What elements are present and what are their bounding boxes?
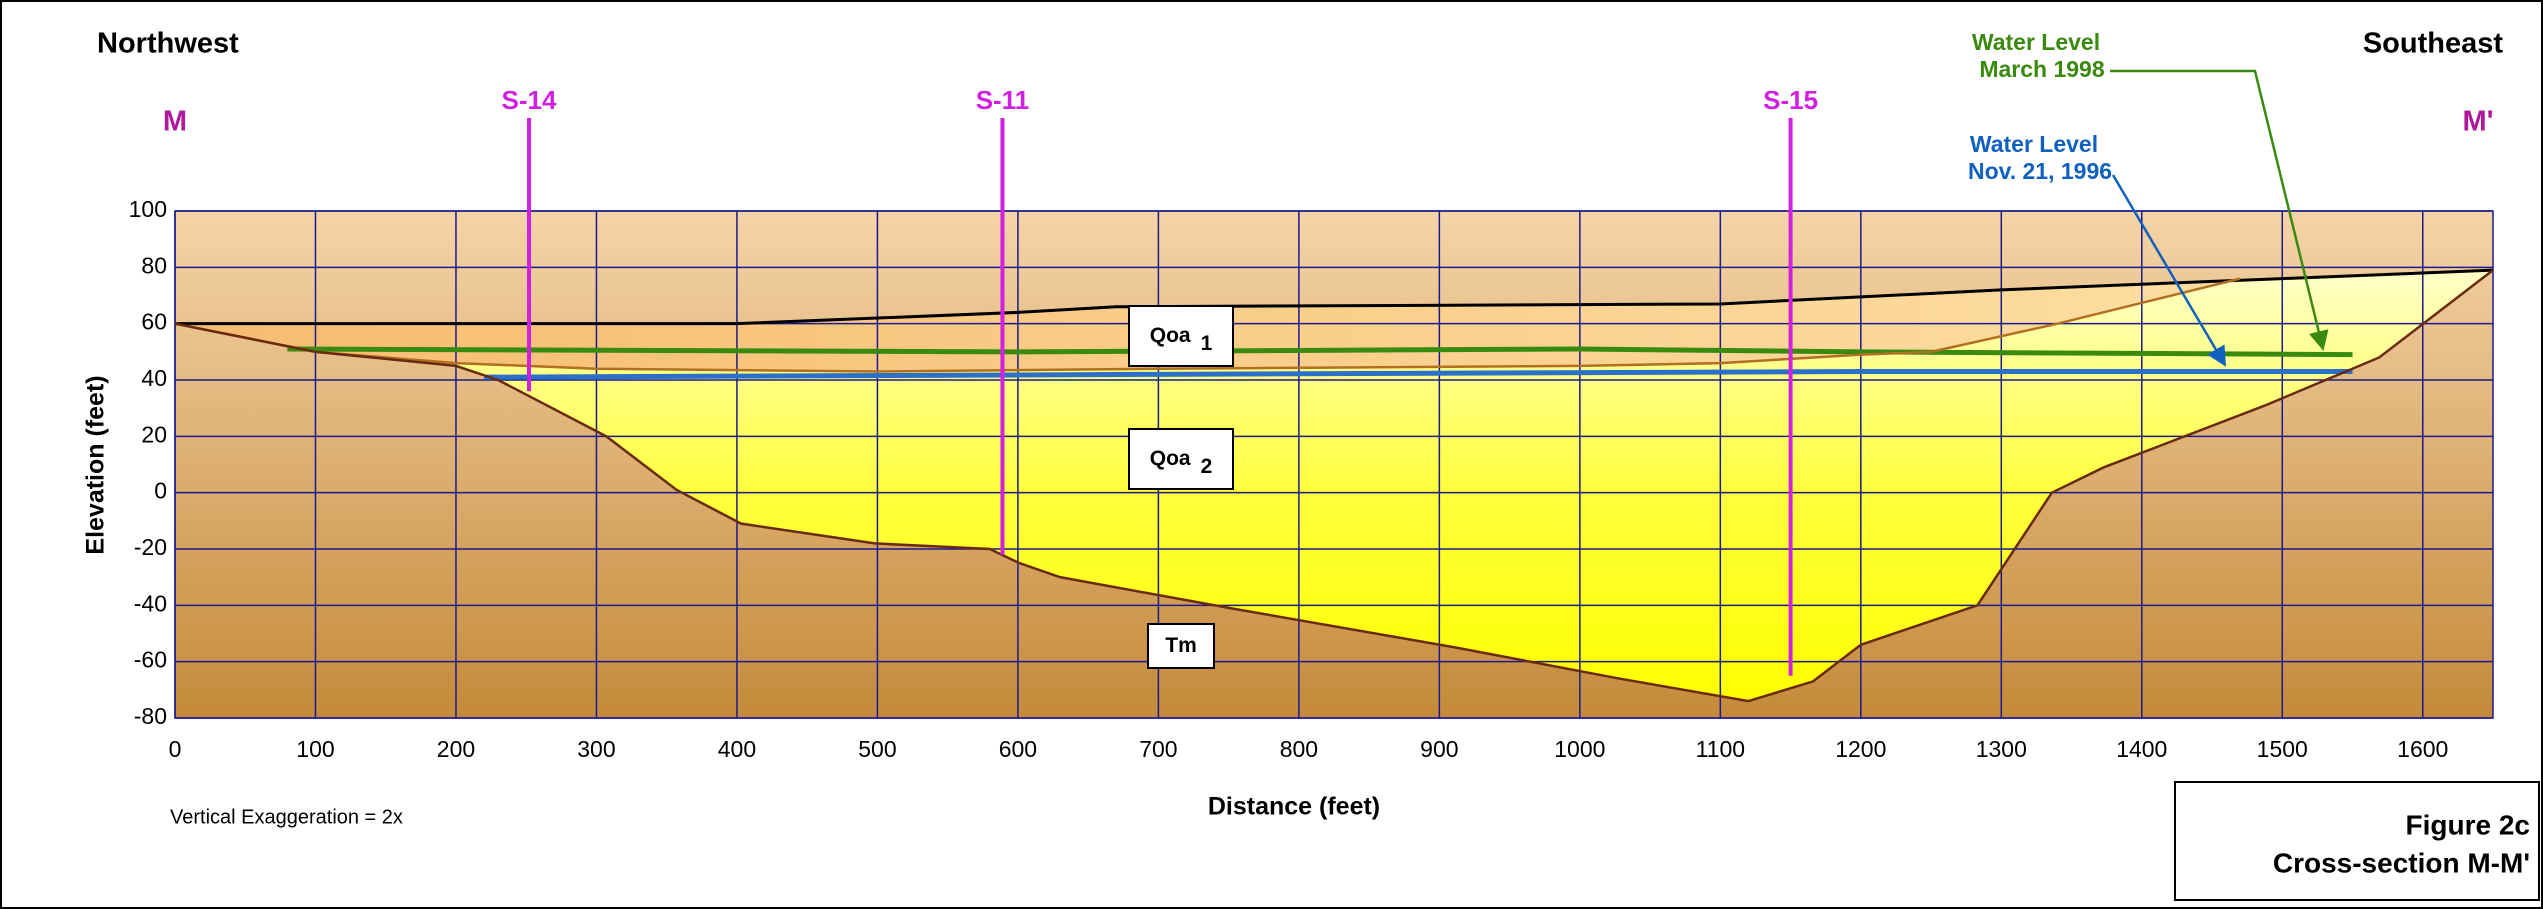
x-tick-label: 800 xyxy=(1280,736,1318,762)
surface-line xyxy=(174,277,2241,373)
x-axis-label: Distance (feet) xyxy=(1208,793,1380,821)
x-tick-label: 1100 xyxy=(1696,736,1745,762)
y-tick-label: -20 xyxy=(134,534,167,560)
unit-box xyxy=(1128,428,1234,490)
y-tick-label: 100 xyxy=(129,196,167,222)
x-tick-label: 600 xyxy=(999,736,1037,762)
unit-name: Qoa xyxy=(1150,447,1191,470)
x-tick-label: 1400 xyxy=(2116,736,2167,762)
y-tick-label: 40 xyxy=(141,365,167,391)
x-tick-label: 900 xyxy=(1420,736,1458,762)
x-tick-label: 1300 xyxy=(1976,736,2027,762)
unit-name: Qoa xyxy=(1150,324,1191,347)
section-end: M' xyxy=(2462,106,2493,138)
x-tick-label: 1500 xyxy=(2257,736,2308,762)
water-level-label: March 1998 xyxy=(1979,56,2105,82)
y-tick-label: 80 xyxy=(141,252,167,278)
figure-title: Cross-section M-M' xyxy=(2273,847,2530,878)
x-tick-label: 1200 xyxy=(1835,736,1886,762)
x-tick-label: 400 xyxy=(718,736,756,762)
direction-left: Northwest xyxy=(97,28,239,60)
x-tick-label: 200 xyxy=(437,736,475,762)
x-tick-label: 0 xyxy=(169,736,182,762)
y-axis-label: Elevation (feet) xyxy=(82,375,110,554)
water-level-label: Water Level xyxy=(1972,29,2100,55)
water-level xyxy=(484,369,2353,380)
water-level xyxy=(287,346,2353,358)
surface-line xyxy=(174,269,2494,703)
figure-number: Figure 2c xyxy=(2406,809,2530,840)
figure-box xyxy=(2174,781,2540,901)
y-tick-label: -40 xyxy=(134,590,167,616)
unit-subscript: 1 xyxy=(1201,332,1213,355)
unit-label: Qoa 2 xyxy=(1150,447,1213,478)
unit-subscript: 2 xyxy=(1201,455,1213,478)
well-label: S-11 xyxy=(976,85,1030,115)
leader xyxy=(2111,174,2227,367)
plot-border xyxy=(174,210,2494,719)
y-tick-label: -80 xyxy=(134,703,167,729)
water-level-label: Nov. 21, 1996 xyxy=(1968,158,2112,184)
section-start: M xyxy=(163,106,187,138)
x-tick-label: 700 xyxy=(1139,736,1177,762)
x-tick-label: 1000 xyxy=(1554,736,1605,762)
y-tick-label: 20 xyxy=(141,421,167,447)
unit-label: Tm xyxy=(1165,634,1197,657)
unit-label: Qoa 1 xyxy=(1150,324,1213,355)
leader xyxy=(2110,69,2329,351)
water-level-label: Water Level xyxy=(1970,131,2098,157)
unit-name: Tm xyxy=(1165,634,1197,657)
x-tick-label: 500 xyxy=(858,736,896,762)
x-tick-label: 1600 xyxy=(2397,736,2448,762)
y-tick-label: -60 xyxy=(134,647,167,673)
well-label: S-14 xyxy=(502,85,557,115)
unit-box xyxy=(1128,305,1234,367)
x-tick-label: 100 xyxy=(296,736,334,762)
y-tick-label: 0 xyxy=(154,478,167,504)
note: Vertical Exaggeration = 2x xyxy=(170,806,403,828)
x-tick-label: 300 xyxy=(577,736,615,762)
well-label: S-15 xyxy=(1763,85,1818,115)
y-tick-label: 60 xyxy=(141,309,167,335)
unit-box xyxy=(1147,623,1215,669)
direction-right: Southeast xyxy=(2363,28,2504,60)
